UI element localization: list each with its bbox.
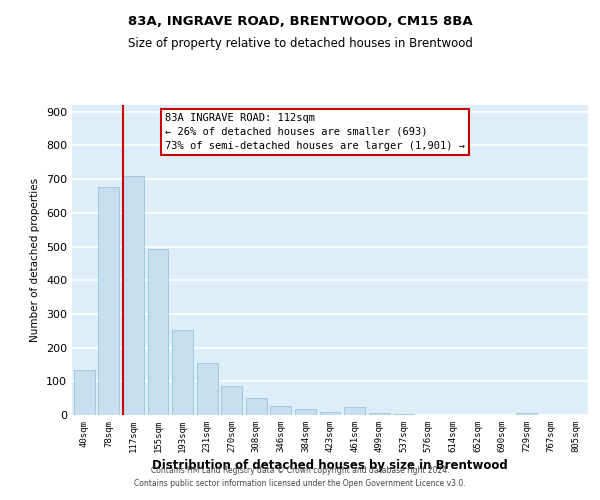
- X-axis label: Distribution of detached houses by size in Brentwood: Distribution of detached houses by size …: [152, 459, 508, 472]
- Bar: [74, 370, 95, 415]
- Bar: [320, 412, 340, 415]
- Text: 83A, INGRAVE ROAD, BRENTWOOD, CM15 8BA: 83A, INGRAVE ROAD, BRENTWOOD, CM15 8BA: [128, 15, 472, 28]
- Bar: [516, 414, 537, 415]
- Bar: [98, 186, 119, 415]
- Bar: [246, 398, 267, 415]
- Bar: [221, 386, 242, 415]
- Y-axis label: Number of detached properties: Number of detached properties: [31, 178, 40, 342]
- Bar: [123, 176, 144, 415]
- Text: 83A INGRAVE ROAD: 112sqm
← 26% of detached houses are smaller (693)
73% of semi-: 83A INGRAVE ROAD: 112sqm ← 26% of detach…: [165, 113, 465, 151]
- Text: Size of property relative to detached houses in Brentwood: Size of property relative to detached ho…: [128, 38, 472, 51]
- Bar: [368, 412, 389, 415]
- Text: Contains HM Land Registry data © Crown copyright and database right 2024.
Contai: Contains HM Land Registry data © Crown c…: [134, 466, 466, 487]
- Bar: [172, 330, 193, 415]
- Bar: [393, 414, 414, 415]
- Bar: [344, 407, 365, 415]
- Bar: [295, 409, 316, 415]
- Bar: [271, 406, 292, 415]
- Bar: [148, 249, 169, 415]
- Bar: [197, 364, 218, 415]
